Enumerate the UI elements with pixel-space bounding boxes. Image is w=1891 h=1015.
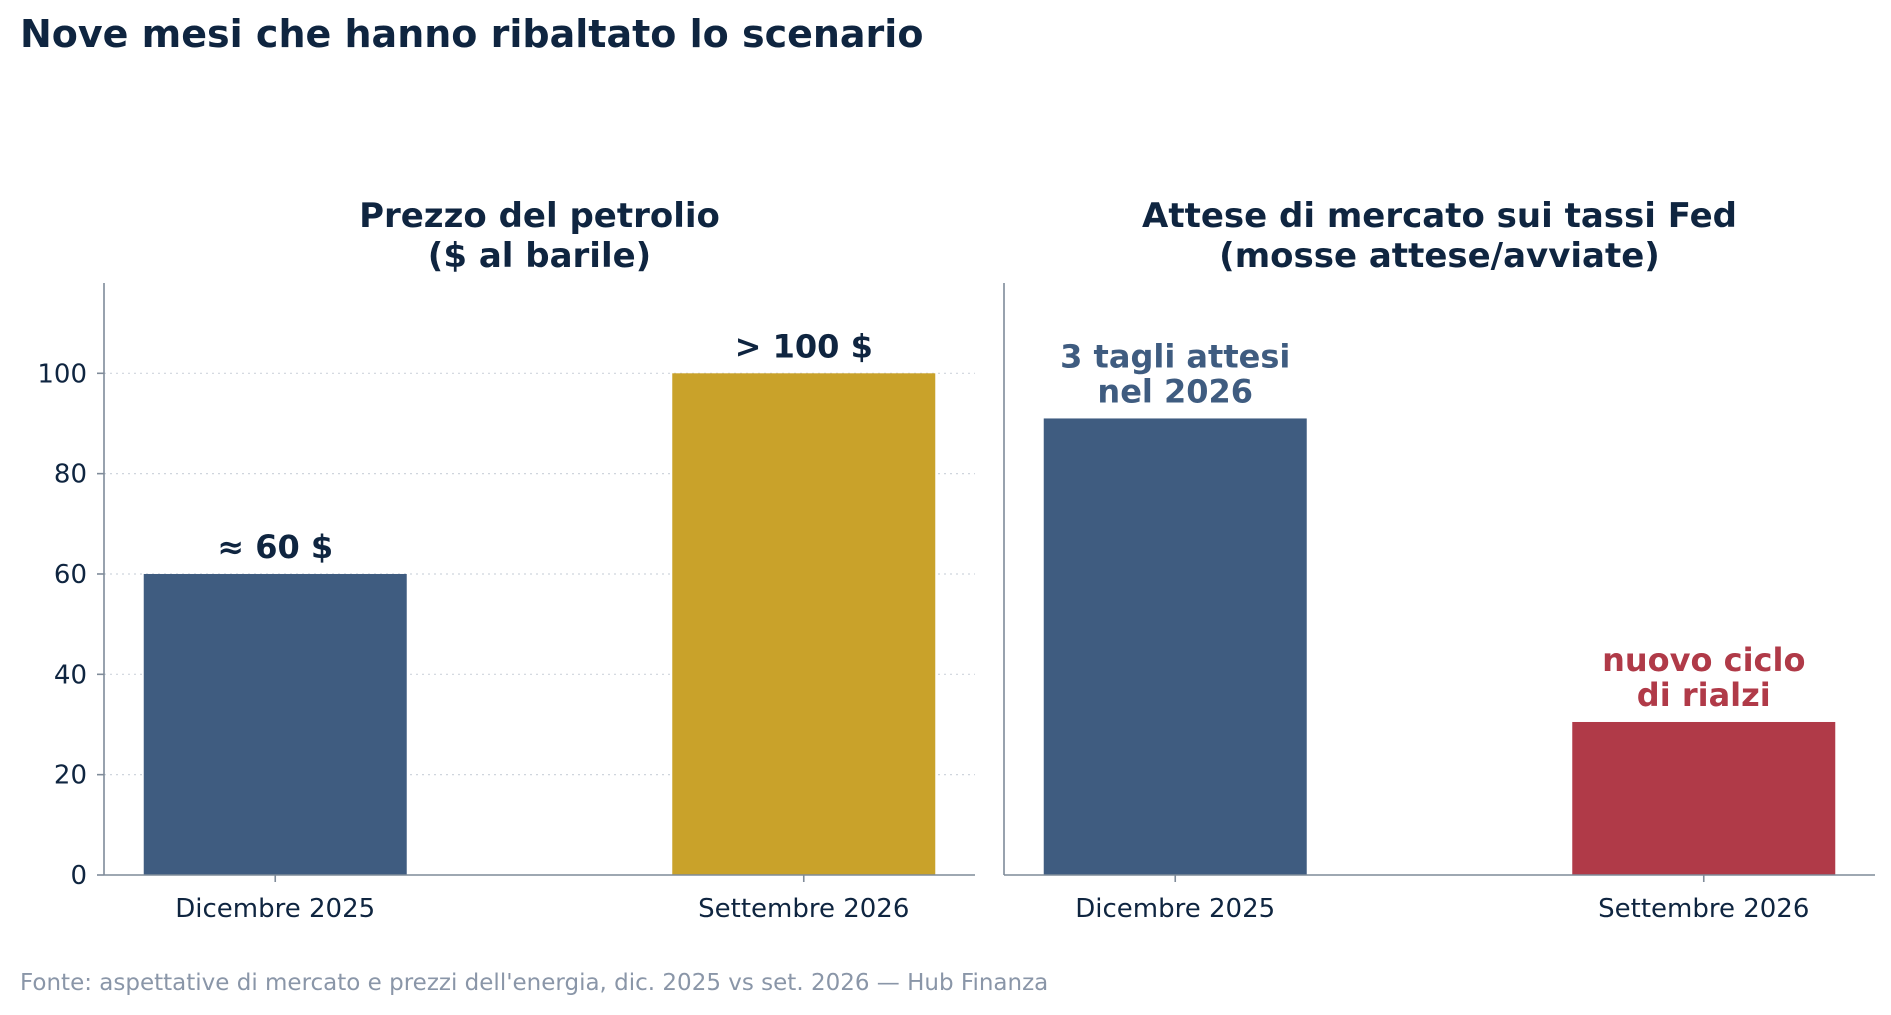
bar-label: di rialzi [1637, 676, 1771, 714]
x-tick-label: Dicembre 2025 [175, 894, 375, 924]
figure-title: Nove mesi che hanno ribaltato lo scenari… [20, 12, 924, 56]
bar [143, 573, 407, 875]
bar [1572, 721, 1836, 875]
bar [672, 373, 936, 875]
bar-label: ≈ 60 $ [217, 528, 333, 566]
bar [1043, 418, 1307, 875]
y-tick-label: 20 [54, 761, 87, 791]
y-tick-label: 80 [54, 460, 87, 490]
y-tick-label: 100 [37, 359, 87, 389]
panel-title-line: Attese di mercato sui tassi Fed [1142, 196, 1737, 236]
panel-title-line: Prezzo del petrolio [359, 196, 720, 236]
x-tick-label: Settembre 2026 [698, 894, 909, 924]
y-tick-label: 40 [54, 660, 87, 690]
y-tick-label: 60 [54, 560, 87, 590]
y-tick-label: 0 [70, 861, 87, 891]
panel-title-line: ($ al barile) [428, 236, 651, 276]
bar-label: > 100 $ [735, 327, 873, 365]
panel-title-line: (mosse attese/avviate) [1219, 236, 1660, 276]
x-tick-label: Settembre 2026 [1598, 894, 1809, 924]
source-note: Fonte: aspettative di mercato e prezzi d… [20, 970, 1049, 996]
x-tick-label: Dicembre 2025 [1075, 894, 1275, 924]
bar-label: nuovo ciclo [1602, 641, 1805, 679]
bar-label: nel 2026 [1097, 372, 1253, 410]
bar-label: 3 tagli attesi [1060, 337, 1290, 375]
